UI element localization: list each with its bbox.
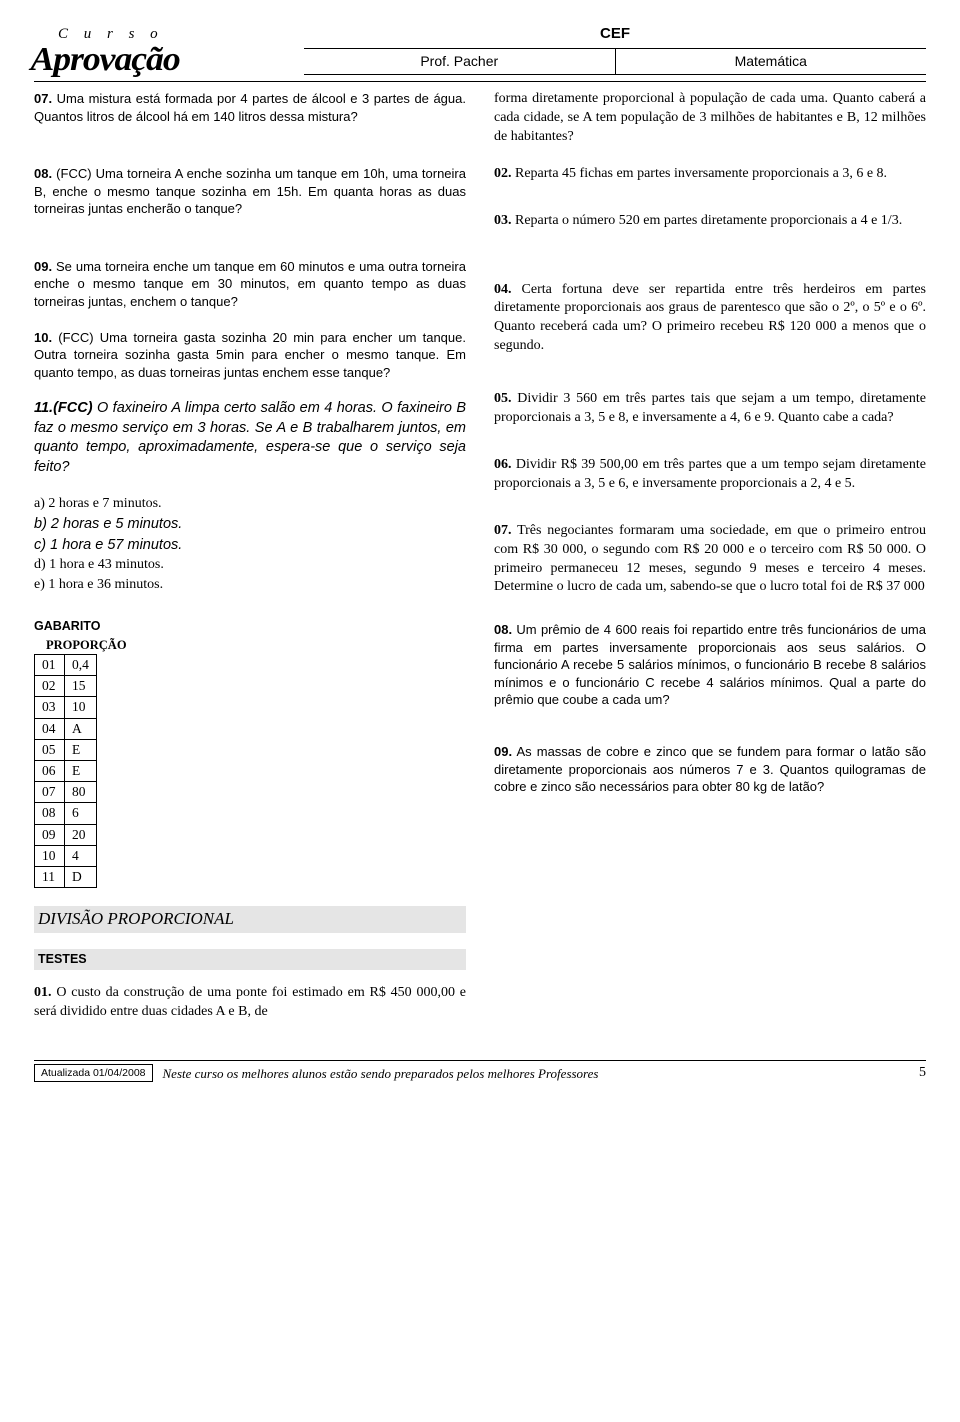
right-q05: 05. Dividir 3 560 em três partes tais qu… — [494, 390, 926, 428]
r-q08-text: Um prêmio de 4 600 reais foi repartido e… — [494, 622, 926, 707]
table-cell: A — [65, 718, 97, 739]
table-cell: 10 — [65, 697, 97, 718]
table-cell: 08 — [35, 803, 65, 824]
header-info-row: Prof. Pacher Matemática — [304, 48, 926, 75]
footer-text: Neste curso os melhores alunos estão sen… — [163, 1065, 911, 1083]
table-row: 06E — [35, 761, 97, 782]
subject-name: Matemática — [616, 49, 927, 74]
table-cell: 07 — [35, 782, 65, 803]
right-q09: 09. As massas de cobre e zinco que se fu… — [494, 743, 926, 796]
table-cell: 4 — [65, 845, 97, 866]
page-footer: Atualizada 01/04/2008 Neste curso os mel… — [34, 1060, 926, 1086]
table-row: 05E — [35, 739, 97, 760]
table-row: 0920 — [35, 824, 97, 845]
option-a: a) 2 horas e 7 minutos. — [34, 495, 466, 514]
r-q05-text: Dividir 3 560 em três partes tais que se… — [494, 391, 926, 425]
table-cell: E — [65, 739, 97, 760]
footer-page-number: 5 — [911, 1064, 926, 1083]
section-divisao: DIVISÃO PROPORCIONAL — [34, 906, 466, 933]
right-q06: 06. Dividir R$ 39 500,00 em três partes … — [494, 456, 926, 494]
footer-date: Atualizada 01/04/2008 — [34, 1064, 153, 1082]
q01b-text: O custo da construção de uma ponte foi e… — [34, 985, 466, 1019]
table-row: 086 — [35, 803, 97, 824]
table-row: 0215 — [35, 676, 97, 697]
table-cell: 80 — [65, 782, 97, 803]
table-row: 0310 — [35, 697, 97, 718]
table-cell: 0,4 — [65, 654, 97, 675]
right-q02: 02. Reparta 45 fichas em partes inversam… — [494, 165, 926, 184]
option-e: e) 1 hora e 36 minutos. — [34, 576, 466, 595]
right-q07: 07. Três negociantes formaram uma socied… — [494, 522, 926, 598]
logo: C u r s o Aprovação — [34, 24, 284, 75]
question-08: 08. (FCC) Uma torneira A enche sozinha u… — [34, 165, 466, 218]
table-row: 11D — [35, 867, 97, 888]
table-row: 04A — [35, 718, 97, 739]
question-11: 11.(FCC) O faxineiro A limpa certo salão… — [34, 399, 466, 477]
question-10: 10. (FCC) Uma torneira gasta sozinha 20 … — [34, 329, 466, 382]
table-cell: 06 — [35, 761, 65, 782]
r-q03-text: Reparta o número 520 em partes diretamen… — [515, 213, 902, 228]
table-cell: 09 — [35, 824, 65, 845]
table-cell: 05 — [35, 739, 65, 760]
option-d: d) 1 hora e 43 minutos. — [34, 556, 466, 575]
gabarito-subheading: PROPORÇÃO — [34, 637, 466, 654]
table-cell: 02 — [35, 676, 65, 697]
logo-main-text: Aprovação — [30, 45, 179, 76]
table-cell: 15 — [65, 676, 97, 697]
header-rule — [34, 81, 926, 82]
right-q03: 03. Reparta o número 520 em partes diret… — [494, 212, 926, 231]
gabarito-table: 010,40215031004A05E06E0780086092010411D — [34, 654, 97, 888]
r-q06-text: Dividir R$ 39 500,00 em três partes que … — [494, 457, 926, 491]
question-09: 09. Se uma torneira enche um tanque em 6… — [34, 258, 466, 311]
course-code: CEF — [304, 24, 926, 44]
table-cell: 01 — [35, 654, 65, 675]
right-q04: 04. Certa fortuna deve ser repartida ent… — [494, 281, 926, 357]
left-column: 07. Uma mistura está formada por 4 parte… — [34, 90, 466, 1040]
r-q04-text: Certa fortuna deve ser repartida entre t… — [494, 282, 926, 354]
table-cell: E — [65, 761, 97, 782]
q11-text: O faxineiro A limpa certo salão em 4 hor… — [34, 400, 466, 475]
q09-text: Se uma torneira enche um tanque em 60 mi… — [34, 259, 466, 309]
right-q08: 08. Um prêmio de 4 600 reais foi reparti… — [494, 621, 926, 709]
table-row: 104 — [35, 845, 97, 866]
page-header: C u r s o Aprovação CEF Prof. Pacher Mat… — [34, 24, 926, 75]
table-cell: 11 — [35, 867, 65, 888]
section-testes: TESTES — [34, 949, 466, 970]
q07-text: Uma mistura está formada por 4 partes de… — [34, 91, 466, 124]
option-c: c) 1 hora e 57 minutos. — [34, 536, 466, 556]
professor-name: Prof. Pacher — [304, 49, 616, 74]
right-column: forma diretamente proporcional à populaç… — [494, 90, 926, 1040]
table-row: 010,4 — [35, 654, 97, 675]
q08-text: (FCC) Uma torneira A enche sozinha um ta… — [34, 166, 466, 216]
q01-continuation: forma diretamente proporcional à populaç… — [494, 90, 926, 147]
q10-text: (FCC) Uma torneira gasta sozinha 20 min … — [34, 330, 466, 380]
r-q07-text: Três negociantes formaram uma sociedade,… — [494, 523, 926, 595]
q11-options: a) 2 horas e 7 minutos. b) 2 horas e 5 m… — [34, 495, 466, 595]
header-right: CEF Prof. Pacher Matemática — [304, 24, 926, 75]
gabarito-heading: GABARITO — [34, 618, 466, 635]
question-01-bottom: 01. O custo da construção de uma ponte f… — [34, 984, 466, 1022]
question-07: 07. Uma mistura está formada por 4 parte… — [34, 90, 466, 125]
table-cell: D — [65, 867, 97, 888]
table-cell: 20 — [65, 824, 97, 845]
table-cell: 04 — [35, 718, 65, 739]
table-cell: 03 — [35, 697, 65, 718]
table-cell: 6 — [65, 803, 97, 824]
content-columns: 07. Uma mistura está formada por 4 parte… — [34, 90, 926, 1040]
r-q02-text: Reparta 45 fichas em partes inversamente… — [515, 166, 887, 181]
q11-num: 11.(FCC) — [34, 400, 93, 416]
r-q09-text: As massas de cobre e zinco que se fundem… — [494, 744, 926, 794]
option-b: b) 2 horas e 5 minutos. — [34, 515, 466, 535]
table-row: 0780 — [35, 782, 97, 803]
table-cell: 10 — [35, 845, 65, 866]
